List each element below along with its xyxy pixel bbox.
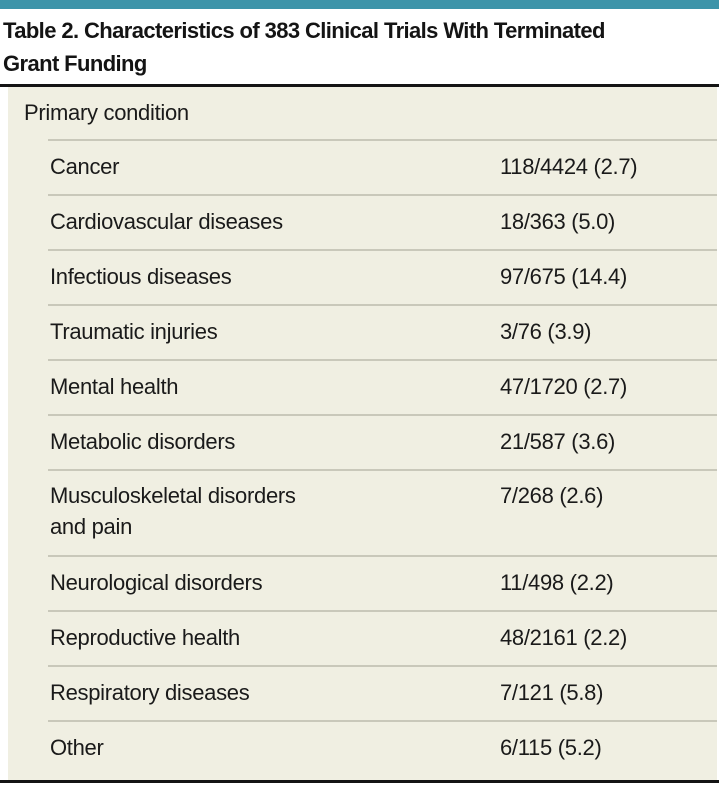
- row-value: 18/363 (5.0): [500, 208, 616, 234]
- title-divider-rule: [0, 84, 719, 87]
- accent-top-bar: [0, 0, 719, 9]
- table-row: Infectious diseases 97/675 (14.4): [8, 249, 717, 304]
- bottom-rule: [0, 780, 719, 783]
- row-value: 11/498 (2.2): [500, 569, 614, 595]
- row-label: Infectious diseases: [50, 263, 232, 289]
- table-row: Neurological disorders 11/498 (2.2): [8, 555, 717, 610]
- row-value: 6/115 (5.2): [500, 734, 602, 760]
- table-row: Other 6/115 (5.2): [8, 720, 717, 775]
- row-label: Cardiovascular diseases: [50, 208, 283, 234]
- row-label: Traumatic injuries: [50, 318, 218, 344]
- table-row: Musculoskeletal disorders and pain 7/268…: [8, 469, 717, 555]
- table-row: Reproductive health 48/2161 (2.2): [8, 610, 717, 665]
- row-label: Mental health: [50, 373, 179, 399]
- table-row: Traumatic injuries 3/76 (3.9): [8, 304, 717, 359]
- table-row: Cardiovascular diseases 18/363 (5.0): [8, 194, 717, 249]
- row-value: 48/2161 (2.2): [500, 624, 627, 650]
- row-label: Cancer: [50, 153, 120, 179]
- table-section-header-row: Primary condition: [8, 87, 717, 139]
- row-value: 7/268 (2.6): [500, 483, 604, 508]
- table-row: Mental health 47/1720 (2.7): [8, 359, 717, 414]
- table-title-line2: Grant Funding: [3, 51, 147, 76]
- row-label: Respiratory diseases: [50, 679, 250, 705]
- table-body: Primary condition Cancer 118/4424 (2.7) …: [8, 87, 717, 780]
- row-label: Musculoskeletal disorders and pain: [50, 483, 296, 539]
- table-row: Respiratory diseases 7/121 (5.8): [8, 665, 717, 720]
- row-value: 47/1720 (2.7): [500, 373, 627, 399]
- table-body-wrap: Primary condition Cancer 118/4424 (2.7) …: [0, 87, 719, 780]
- row-value: 7/121 (5.8): [500, 679, 604, 705]
- row-value: 118/4424 (2.7): [500, 153, 638, 179]
- section-header-label: Primary condition: [24, 100, 189, 125]
- row-label: Reproductive health: [50, 624, 240, 650]
- row-value: 97/675 (14.4): [500, 263, 627, 289]
- row-label: Metabolic disorders: [50, 428, 236, 454]
- row-label: Neurological disorders: [50, 569, 263, 595]
- row-label: Other: [50, 734, 104, 760]
- row-value: 3/76 (3.9): [500, 318, 592, 344]
- table-row: Cancer 118/4424 (2.7): [8, 139, 717, 194]
- row-value: 21/587 (3.6): [500, 428, 616, 454]
- table-title: Table 2. Characteristics of 383 Clinical…: [0, 9, 719, 84]
- table-title-line1: Table 2. Characteristics of 383 Clinical…: [3, 18, 605, 43]
- table-row: Metabolic disorders 21/587 (3.6): [8, 414, 717, 469]
